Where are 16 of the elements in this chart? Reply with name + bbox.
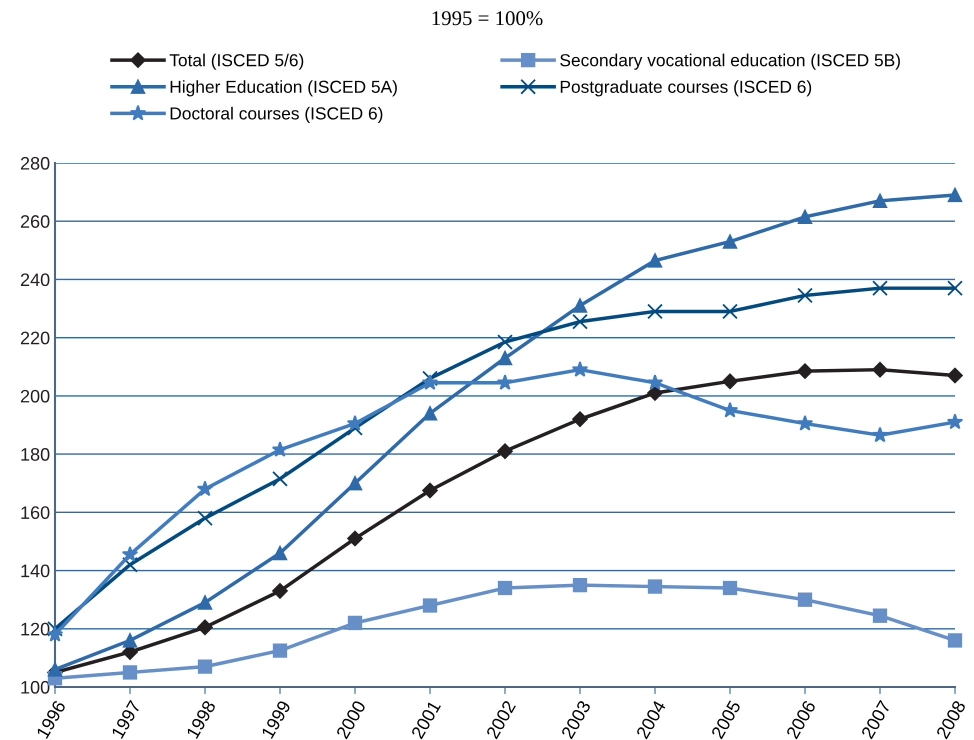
y-tick-label: 100	[21, 680, 50, 694]
legend-label: Higher Education (ISCED 5A)	[170, 80, 397, 96]
y-tick-label: 160	[21, 506, 50, 520]
legend-label: Secondary vocational education (ISCED 5B)	[560, 54, 900, 70]
y-tick-label: 200	[20, 390, 50, 403]
y-tick-label: 140	[21, 564, 50, 578]
y-tick-label: 120	[21, 622, 50, 636]
y-tick-label: 180	[21, 448, 50, 461]
y-tick-label: 260	[20, 215, 50, 228]
legend-label: Doctoral courses (ISCED 6)	[170, 106, 382, 123]
legend-label: Total (ISCED 5/6)	[170, 54, 304, 70]
y-tick-label: 280	[20, 156, 50, 170]
y-tick-label: 220	[20, 332, 50, 344]
legend-label: Postgraduate courses (ISCED 6)	[560, 80, 812, 96]
chart-title: 1995 = 100%	[432, 11, 543, 26]
y-tick-label: 240	[20, 273, 50, 286]
